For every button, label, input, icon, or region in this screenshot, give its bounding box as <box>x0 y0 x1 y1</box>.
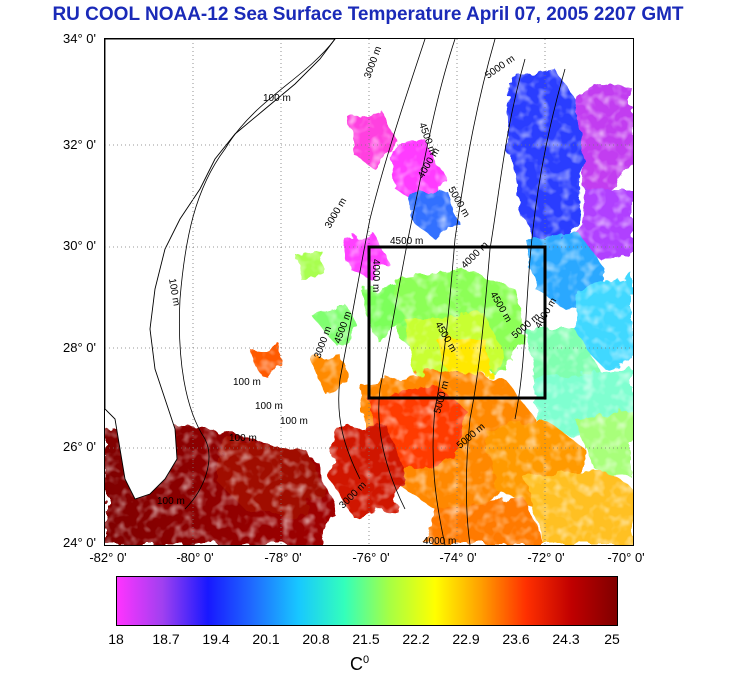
lon-label: -80° 0' <box>176 550 214 565</box>
contour-label: 100 m <box>280 416 308 427</box>
colorbar-tick: 22.9 <box>452 631 480 647</box>
colorbar-tick: 18 <box>108 631 124 647</box>
bathymetry-contours <box>179 39 566 545</box>
lon-label: -76° 0' <box>352 550 390 565</box>
contour-label: 4500 m <box>390 236 423 247</box>
colorbar-tick: 20.8 <box>302 631 330 647</box>
lon-label: -74° 0' <box>439 550 477 565</box>
contour-label: 100 m <box>255 401 283 412</box>
lat-label: 34° 0' <box>63 31 96 46</box>
colorbar-tick: 24.3 <box>552 631 580 647</box>
lat-label: 26° 0' <box>63 439 96 454</box>
unit-base: C <box>350 654 363 674</box>
colorbar-tick: 20.1 <box>252 631 280 647</box>
landmass <box>105 39 336 500</box>
colorbar-tick: 18.7 <box>152 631 180 647</box>
lon-label: -70° 0' <box>607 550 645 565</box>
lat-label: 30° 0' <box>63 238 96 253</box>
study-area-box <box>367 245 547 400</box>
contour-label: 100 m <box>229 433 257 444</box>
lat-label: 28° 0' <box>63 340 96 355</box>
lon-label: -78° 0' <box>264 550 302 565</box>
colorbar-tick: 25 <box>604 631 620 647</box>
colorbar-tick: 19.4 <box>202 631 230 647</box>
lon-label: -72° 0' <box>527 550 565 565</box>
contour-label: 100 m <box>263 93 291 104</box>
contour-label: 4000 m <box>423 536 456 545</box>
contour-label: 100 m <box>166 278 182 307</box>
colorbar-tick: 23.6 <box>502 631 530 647</box>
colorbar-unit: C0 <box>350 654 369 675</box>
lat-label: 24° 0' <box>63 535 96 550</box>
sst-map-canvas: 100 m 100 m 100 m 100 m 100 m 100 m 100 … <box>105 39 633 545</box>
contour-label: 4000 m <box>370 259 381 292</box>
unit-sup: 0 <box>363 654 370 666</box>
lat-label: 32° 0' <box>63 137 96 152</box>
colorbar <box>116 576 618 626</box>
colorbar-tick: 22.2 <box>402 631 430 647</box>
contour-label: 100 m <box>233 377 261 388</box>
contour-label: 100 m <box>157 496 185 507</box>
lon-label: -82° 0' <box>89 550 127 565</box>
sst-map: 100 m 100 m 100 m 100 m 100 m 100 m 100 … <box>104 38 634 546</box>
colorbar-tick: 21.5 <box>352 631 380 647</box>
map-title: RU COOL NOAA-12 Sea Surface Temperature … <box>52 4 684 25</box>
